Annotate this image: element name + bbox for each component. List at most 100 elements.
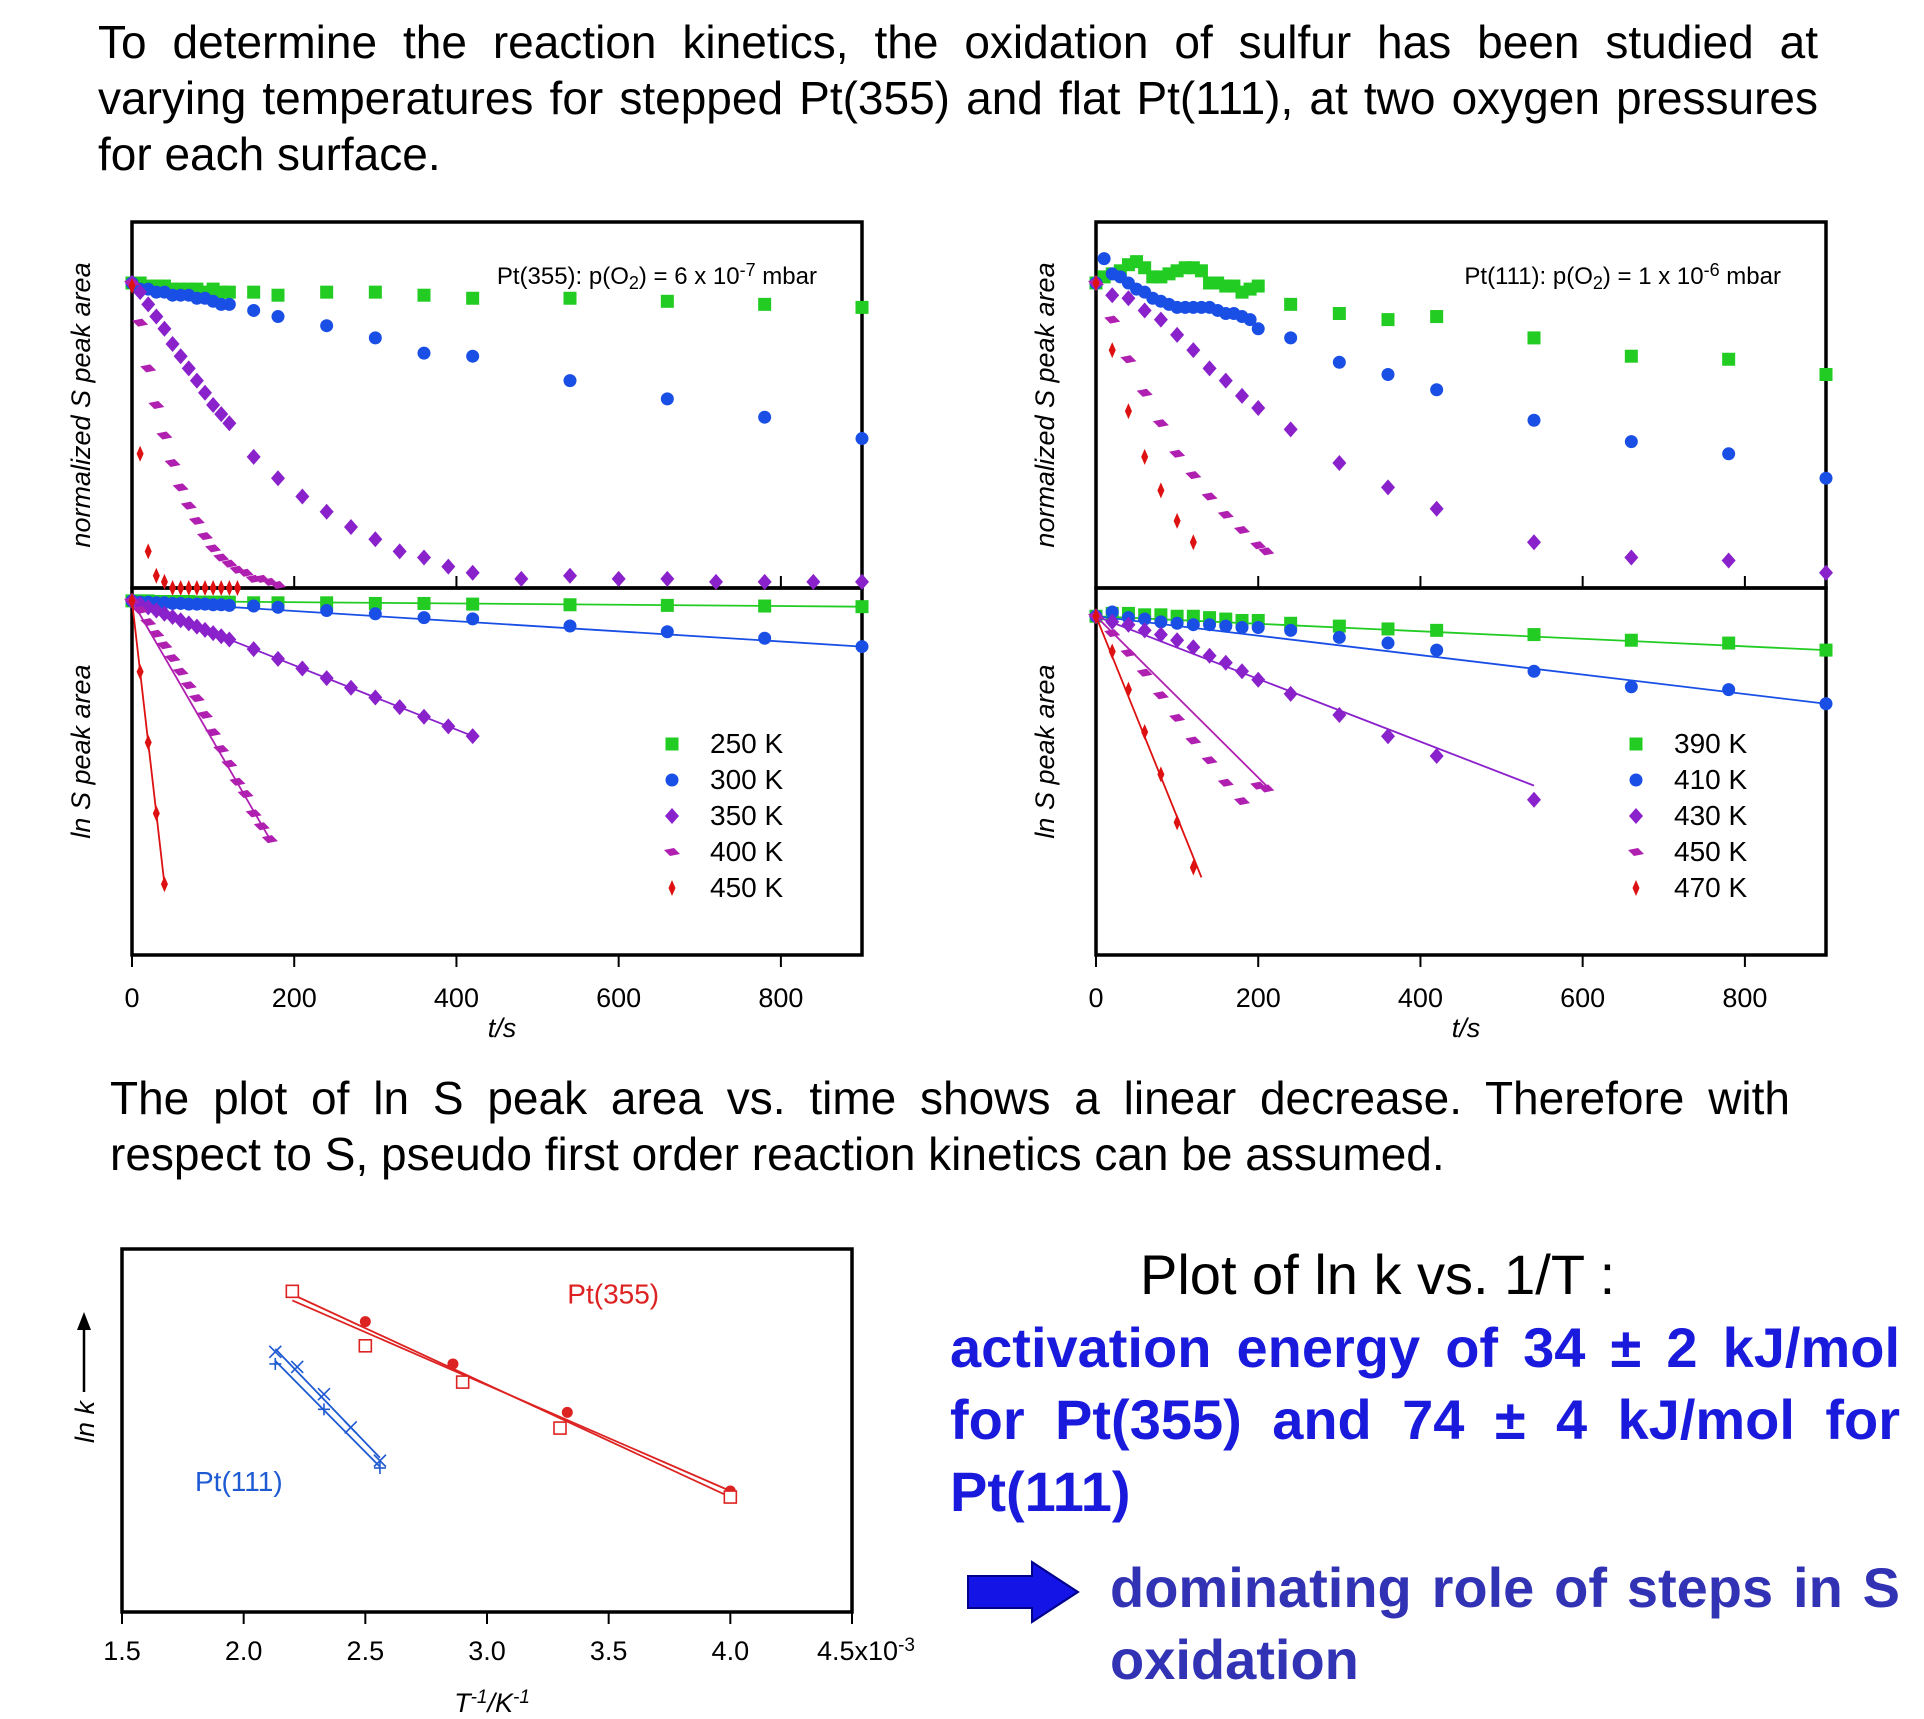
data-point xyxy=(1217,778,1234,787)
data-point xyxy=(172,667,189,676)
legend-marker xyxy=(1629,737,1643,751)
legend-label: 250 K xyxy=(710,728,783,759)
data-point xyxy=(1108,643,1116,660)
data-point xyxy=(1121,290,1136,307)
data-point xyxy=(709,573,723,590)
annotation-sup: -6 xyxy=(1704,260,1720,280)
data-point xyxy=(144,734,152,751)
data-point xyxy=(368,331,382,345)
data-point xyxy=(1722,636,1736,650)
y-axis-label-bottom: ln S peak area xyxy=(1030,664,1060,838)
tick-label: 400 xyxy=(434,983,479,1013)
data-point xyxy=(1284,331,1298,345)
data-point xyxy=(1430,643,1444,657)
data-point xyxy=(1624,633,1638,647)
series-430-k xyxy=(1089,608,1541,808)
normalized-data xyxy=(1088,252,1833,581)
data-point xyxy=(563,567,577,584)
tick-label: 600 xyxy=(1560,983,1605,1013)
data-point xyxy=(1169,713,1186,722)
data-point xyxy=(359,1316,371,1328)
data-point xyxy=(1332,307,1346,320)
data-point xyxy=(181,360,196,377)
data-point xyxy=(758,599,772,613)
data-point xyxy=(1141,723,1149,740)
y-axis-label-top: normalized S peak area xyxy=(66,262,96,547)
series-470-k xyxy=(1092,275,1197,551)
data-point xyxy=(152,567,160,584)
tick-label: 0 xyxy=(1088,983,1103,1013)
intro-paragraph: To determine the reaction kinetics, the … xyxy=(98,16,1818,180)
series-390-k xyxy=(1089,255,1833,381)
data-point xyxy=(1251,671,1266,688)
data-point xyxy=(757,573,772,590)
data-point xyxy=(197,532,213,541)
legend-label: 300 K xyxy=(710,764,783,795)
fit-line xyxy=(291,1293,731,1498)
data-point xyxy=(1624,349,1638,363)
fit-line xyxy=(1095,615,1827,705)
data-point xyxy=(1819,564,1833,581)
fit-line xyxy=(274,1360,381,1468)
data-point xyxy=(1137,622,1152,639)
data-point xyxy=(270,580,286,589)
data-point xyxy=(1527,664,1541,678)
data-point xyxy=(1381,313,1395,327)
data-point xyxy=(1108,342,1116,359)
log-data xyxy=(124,592,869,893)
data-point xyxy=(1201,492,1218,501)
data-point xyxy=(1124,681,1132,698)
data-point xyxy=(320,285,334,299)
series-470-k xyxy=(1092,608,1203,878)
data-point xyxy=(1381,622,1395,636)
data-point xyxy=(466,612,480,626)
data-point xyxy=(553,1421,567,1435)
data-point xyxy=(295,488,310,505)
data-point xyxy=(1217,510,1234,519)
data-point xyxy=(1251,279,1265,293)
data-point xyxy=(261,835,278,844)
series-300-k xyxy=(125,276,869,446)
data-point xyxy=(368,285,382,299)
data-point xyxy=(1170,616,1184,630)
data-point xyxy=(466,349,480,363)
data-point xyxy=(1170,632,1185,649)
data-point xyxy=(660,598,674,612)
data-point xyxy=(271,470,285,487)
data-point xyxy=(417,288,431,302)
data-point xyxy=(1189,859,1197,876)
data-point xyxy=(1381,368,1395,381)
data-point xyxy=(271,288,285,302)
data-point xyxy=(660,625,674,639)
data-point xyxy=(855,640,869,654)
data-point xyxy=(1173,814,1181,831)
data-point xyxy=(271,650,285,667)
data-point xyxy=(221,559,238,568)
data-point xyxy=(1381,728,1395,745)
data-point xyxy=(1332,619,1346,633)
data-point xyxy=(1152,419,1169,428)
series-350-k xyxy=(125,275,869,590)
series-410-k xyxy=(1089,252,1833,485)
data-point xyxy=(246,448,261,465)
legend-label: 390 K xyxy=(1674,728,1747,759)
data-point xyxy=(319,670,334,687)
data-point xyxy=(157,320,172,337)
label-part: T xyxy=(454,1688,473,1718)
tick-label: 4.0 xyxy=(712,1636,750,1666)
series-390-k xyxy=(1089,606,1833,657)
y-axis-label-top: normalized S peak area xyxy=(1030,262,1060,547)
fit-line xyxy=(1095,615,1827,652)
series-pt-111- xyxy=(268,1345,387,1468)
axis-arrow-head xyxy=(77,1312,91,1330)
data-point xyxy=(1258,784,1275,793)
series-450-k xyxy=(128,592,168,893)
data-point xyxy=(1819,471,1833,485)
data-point xyxy=(245,809,262,818)
y-axis-label-bottom: ln S peak area xyxy=(66,664,96,838)
series-pt-355- xyxy=(291,1299,736,1497)
data-point xyxy=(758,410,772,424)
data-point xyxy=(269,1357,282,1370)
tick-label: 200 xyxy=(1236,983,1281,1013)
legend-label: 450 K xyxy=(710,872,783,903)
